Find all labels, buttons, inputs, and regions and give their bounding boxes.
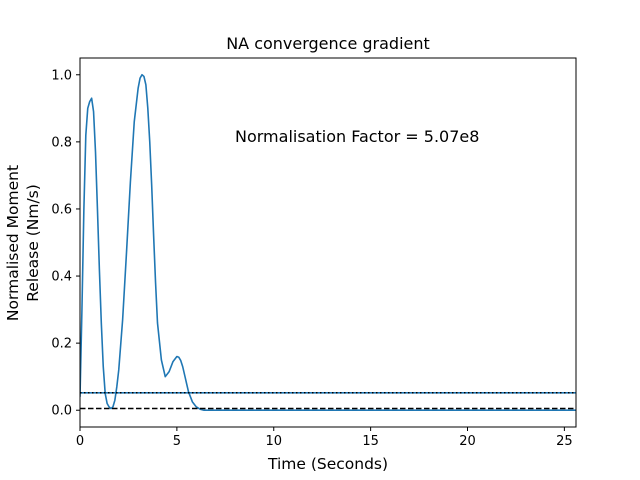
y-axis-label: Normalised Moment Release (Nm/s) (4, 165, 42, 321)
y-tick-label: 0.4 (51, 270, 72, 285)
series-layer (80, 73, 576, 412)
y-axis-label-line-2: Release (Nm/s) (24, 184, 42, 302)
x-tick-label: 25 (556, 434, 573, 449)
y-tick-label: 0.8 (51, 135, 72, 150)
y-tick-label: 0.0 (51, 404, 72, 419)
x-tick-label: 10 (265, 434, 282, 449)
x-tick-label: 0 (76, 434, 84, 449)
x-axis-ticks: 0 5 10 15 20 25 (76, 427, 573, 449)
y-axis-label-line-1: Normalised Moment (4, 165, 22, 321)
y-tick-label: 0.6 (51, 202, 72, 217)
x-tick-label: 5 (173, 434, 181, 449)
x-tick-label: 20 (459, 434, 476, 449)
series-line-0 (80, 73, 576, 412)
axes-frame (79, 57, 577, 428)
normalisation-factor-annotation: Normalisation Factor = 5.07e8 (235, 127, 479, 146)
x-axis-label: Time (Seconds) (267, 455, 388, 473)
chart-title: NA convergence gradient (226, 34, 430, 53)
x-tick-label: 15 (362, 434, 379, 449)
y-tick-label: 0.2 (51, 337, 72, 352)
y-tick-label: 1.0 (51, 68, 72, 83)
plot-area (79, 57, 577, 428)
y-axis-ticks: 0.0 0.2 0.4 0.6 0.8 1.0 (51, 68, 80, 419)
